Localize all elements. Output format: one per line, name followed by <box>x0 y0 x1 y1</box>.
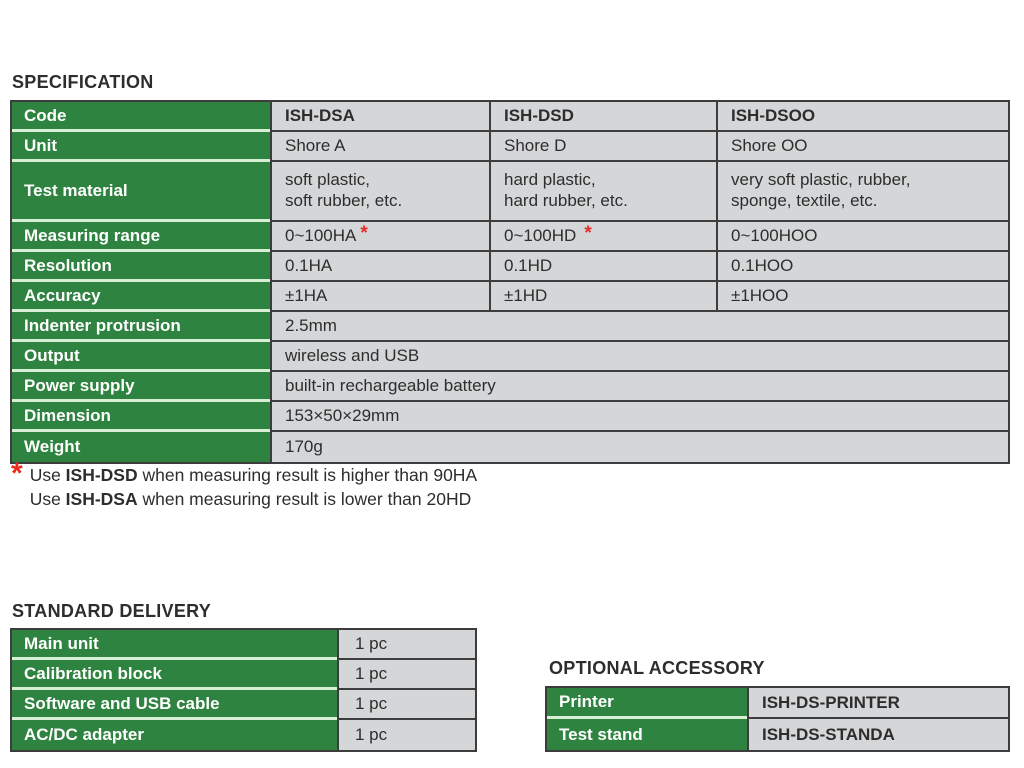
spec-row-power-supply: Power supply built-in rechargeable batte… <box>12 372 1008 402</box>
spec-value-power-supply: built-in rechargeable battery <box>270 372 1008 402</box>
spec-label-power-supply: Power supply <box>12 372 270 402</box>
delivery-qty-acdc-adapter: 1 pc <box>337 720 475 750</box>
footnote: * Use ISH-DSD when measuring result is h… <box>11 457 477 511</box>
accessory-label-printer: Printer <box>547 688 747 719</box>
spec-row-measuring-range: Measuring range 0~100HA * 0~100HD * 0~100H… <box>12 222 1008 252</box>
delivery-qty-software-usb-cable: 1 pc <box>337 690 475 720</box>
range-value: 0~100HD <box>504 226 577 245</box>
delivery-row-calibration-block: Calibration block 1 pc <box>12 660 475 690</box>
spec-row-output: Output wireless and USB <box>12 342 1008 372</box>
spec-value-resolution-dsd: 0.1HD <box>489 252 716 282</box>
spec-label-code: Code <box>12 102 270 132</box>
spec-label-indenter-protrusion: Indenter protrusion <box>12 312 270 342</box>
spec-row-resolution: Resolution 0.1HA 0.1HD 0.1HOO <box>12 252 1008 282</box>
standard-delivery-title: STANDARD DELIVERY <box>12 601 212 621</box>
spec-row-code: Code ISH-DSA ISH-DSD ISH-DSOO <box>12 102 1008 132</box>
spec-value-material-dsd: hard plastic, hard rubber, etc. <box>489 162 716 222</box>
spec-value-unit-dsoo: Shore OO <box>716 132 1008 162</box>
delivery-label-calibration-block: Calibration block <box>12 660 337 690</box>
footnote-asterisk-mark: * <box>11 457 23 490</box>
spec-value-resolution-dsa: 0.1HA <box>270 252 489 282</box>
footnote-line-1: Use ISH-DSD when measuring result is hig… <box>30 463 477 487</box>
spec-value-output: wireless and USB <box>270 342 1008 372</box>
spec-label-measuring-range: Measuring range <box>12 222 270 252</box>
spec-value-range-dsd: 0~100HD * <box>489 222 716 252</box>
footnote-asterisk: * <box>360 223 368 244</box>
spec-value-resolution-dsoo: 0.1HOO <box>716 252 1008 282</box>
footnote-line2-prefix: Use <box>29 489 66 509</box>
range-value: 0~100HA <box>285 226 357 245</box>
footnote-line1-suffix: when measuring result is higher than 90H… <box>137 465 478 485</box>
delivery-label-acdc-adapter: AC/DC adapter <box>12 720 337 750</box>
delivery-qty-calibration-block: 1 pc <box>337 660 475 690</box>
delivery-label-software-usb-cable: Software and USB cable <box>12 690 337 720</box>
specification-table: Code ISH-DSA ISH-DSD ISH-DSOO Unit Shore… <box>10 100 1010 464</box>
optional-accessory-table: Printer ISH-DS-PRINTER Test stand ISH-DS… <box>545 686 1010 752</box>
accessory-value-printer: ISH-DS-PRINTER <box>747 688 1008 719</box>
footnote-asterisk: * <box>584 223 592 244</box>
accessory-row-test-stand: Test stand ISH-DS-STANDA <box>547 719 1008 750</box>
footnote-line-2: Use ISH-DSA when measuring result is low… <box>30 487 477 511</box>
spec-row-indenter-protrusion: Indenter protrusion 2.5mm <box>12 312 1008 342</box>
spec-label-weight: Weight <box>12 432 270 462</box>
spec-value-code-dsd: ISH-DSD <box>489 102 716 132</box>
footnote-line2-model: ISH-DSA <box>65 489 138 509</box>
accessory-value-test-stand: ISH-DS-STANDA <box>747 719 1008 750</box>
spec-value-accuracy-dsd: ±1HD <box>489 282 716 312</box>
spec-label-resolution: Resolution <box>12 252 270 282</box>
spec-value-accuracy-dsa: ±1HA <box>270 282 489 312</box>
standard-delivery-table: Main unit 1 pc Calibration block 1 pc So… <box>10 628 477 752</box>
spec-value-code-dsoo: ISH-DSOO <box>716 102 1008 132</box>
delivery-row-main-unit: Main unit 1 pc <box>12 630 475 660</box>
footnote-line1-prefix: Use <box>29 465 66 485</box>
spec-row-dimension: Dimension 153×50×29mm <box>12 402 1008 432</box>
accessory-label-test-stand: Test stand <box>547 719 747 750</box>
spec-value-indenter-protrusion: 2.5mm <box>270 312 1008 342</box>
spec-label-output: Output <box>12 342 270 372</box>
spec-value-material-dsa: soft plastic, soft rubber, etc. <box>270 162 489 222</box>
spec-value-code-dsa: ISH-DSA <box>270 102 489 132</box>
spec-label-dimension: Dimension <box>12 402 270 432</box>
spec-row-unit: Unit Shore A Shore D Shore OO <box>12 132 1008 162</box>
delivery-row-acdc-adapter: AC/DC adapter 1 pc <box>12 720 475 750</box>
spec-value-unit-dsa: Shore A <box>270 132 489 162</box>
spec-label-test-material: Test material <box>12 162 270 222</box>
spec-row-accuracy: Accuracy ±1HA ±1HD ±1HOO <box>12 282 1008 312</box>
delivery-qty-main-unit: 1 pc <box>337 630 475 660</box>
delivery-label-main-unit: Main unit <box>12 630 337 660</box>
spec-value-unit-dsd: Shore D <box>489 132 716 162</box>
footnote-text: Use ISH-DSD when measuring result is hig… <box>30 463 477 511</box>
delivery-row-software-usb-cable: Software and USB cable 1 pc <box>12 690 475 720</box>
spec-value-range-dsoo: 0~100HOO <box>716 222 1008 252</box>
accessory-row-printer: Printer ISH-DS-PRINTER <box>547 688 1008 719</box>
spec-label-accuracy: Accuracy <box>12 282 270 312</box>
specification-title: SPECIFICATION <box>12 72 154 92</box>
footnote-line2-suffix: when measuring result is lower than 20HD <box>137 489 472 509</box>
range-value: 0~100HOO <box>731 226 818 245</box>
spec-value-weight: 170g <box>270 432 1008 462</box>
footnote-line1-model: ISH-DSD <box>65 465 138 485</box>
spec-value-dimension: 153×50×29mm <box>270 402 1008 432</box>
spec-value-accuracy-dsoo: ±1HOO <box>716 282 1008 312</box>
spec-label-unit: Unit <box>12 132 270 162</box>
spec-row-test-material: Test material soft plastic, soft rubber,… <box>12 162 1008 222</box>
spec-row-weight: Weight 170g <box>12 432 1008 462</box>
spec-value-range-dsa: 0~100HA * <box>270 222 489 252</box>
spec-value-material-dsoo: very soft plastic, rubber, sponge, texti… <box>716 162 1008 222</box>
optional-accessory-title: OPTIONAL ACCESSORY <box>549 658 765 678</box>
